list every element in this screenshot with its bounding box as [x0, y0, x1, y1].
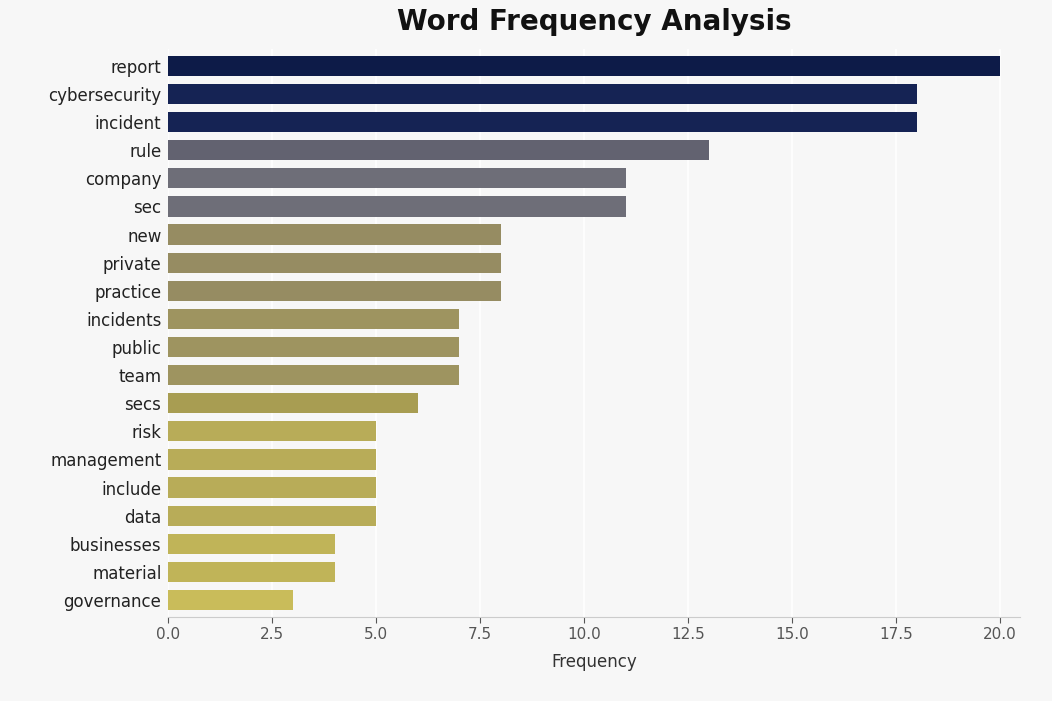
Bar	[168, 477, 377, 498]
Bar	[168, 533, 335, 554]
Bar	[168, 252, 501, 273]
Bar	[168, 562, 335, 582]
Bar	[168, 505, 377, 526]
Bar	[168, 590, 294, 610]
Bar	[168, 140, 709, 161]
Bar	[168, 421, 377, 442]
Bar	[168, 309, 460, 329]
Title: Word Frequency Analysis: Word Frequency Analysis	[397, 8, 792, 36]
Bar	[168, 280, 501, 301]
Bar	[168, 112, 916, 132]
Bar	[168, 365, 460, 386]
Bar	[168, 393, 418, 414]
Bar	[168, 224, 501, 245]
Bar	[168, 168, 626, 189]
Bar	[168, 56, 999, 76]
Bar	[168, 337, 460, 357]
X-axis label: Frequency: Frequency	[551, 653, 638, 672]
Bar	[168, 449, 377, 470]
Bar	[168, 196, 626, 217]
Bar	[168, 84, 916, 104]
